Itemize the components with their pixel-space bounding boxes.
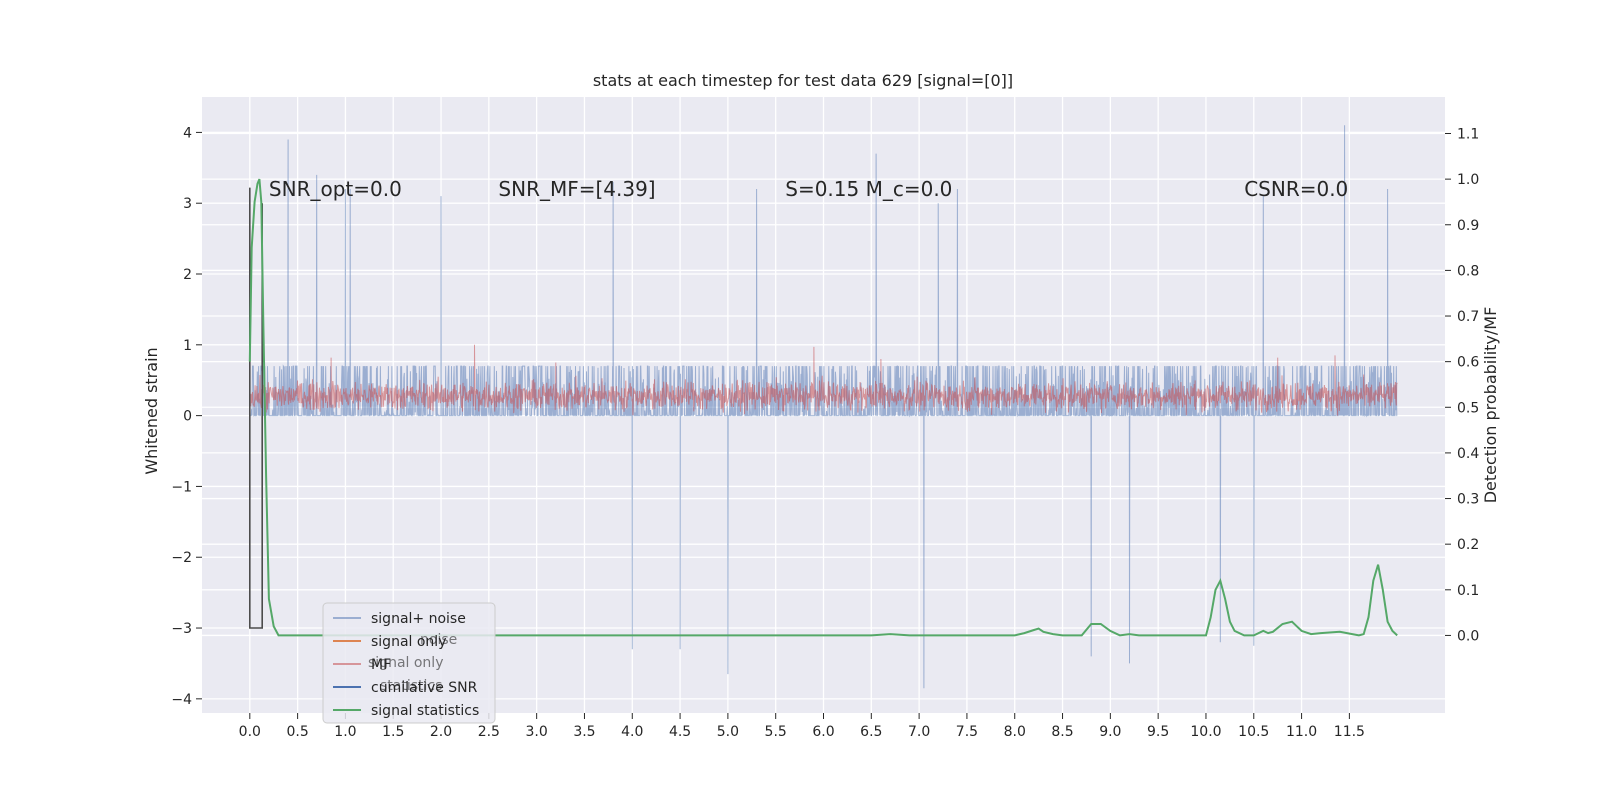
legend-label: cumilative SNR: [371, 680, 478, 696]
x-tick-label: 4.5: [669, 724, 691, 740]
y-tick-label-right: 0.2: [1457, 537, 1479, 553]
x-tick-label: 0.5: [286, 724, 308, 740]
y-tick-label-left: −1: [171, 479, 192, 495]
x-tick-label: 1.0: [334, 724, 356, 740]
x-tick-label: 2.5: [478, 724, 500, 740]
y-axis-label-left: Whitened strain: [142, 347, 161, 474]
annotation-text: CSNR=0.0: [1244, 177, 1348, 201]
annotation-text: SNR_MF=[4.39]: [498, 177, 655, 201]
legend-label: signal statistics: [371, 703, 479, 719]
x-tick-label: 8.5: [1051, 724, 1073, 740]
y-tick-label-left: 2: [183, 267, 192, 283]
x-tick-label: 11.0: [1286, 724, 1317, 740]
x-tick-label: 3.0: [526, 724, 548, 740]
y-tick-label-left: 1: [183, 338, 192, 354]
y-tick-label-left: −4: [171, 692, 192, 708]
y-tick-label-left: 0: [183, 409, 192, 425]
y-tick-label-right: 0.4: [1457, 446, 1479, 462]
series-line: [248, 178, 1398, 637]
y-tick-label-right: 1.1: [1457, 127, 1479, 143]
y-tick-label-right: 0.1: [1457, 583, 1479, 599]
annotations: SNR_opt=0.0 SNR_MF=[4.39] S=0.15 M_c=0.0 CS…: [269, 177, 1348, 201]
x-tick-label: 9.5: [1147, 724, 1169, 740]
y-tick-label-left: 4: [183, 125, 192, 141]
y-tick-label-left: −2: [171, 550, 192, 566]
series-line: [249, 187, 263, 629]
legend-label: signal only: [371, 634, 446, 650]
x-tick-label: 7.0: [908, 724, 930, 740]
legend-ghost-text: noise: [420, 632, 457, 648]
y-axis-label-right: Detection probability/MF: [1481, 307, 1500, 504]
x-tick-label: 7.5: [956, 724, 978, 740]
annotation-text: SNR_opt=0.0: [269, 177, 402, 201]
x-tick-label: 2.0: [430, 724, 452, 740]
x-tick-label: 1.5: [382, 724, 404, 740]
annotation-text: S=0.15 M_c=0.0: [785, 177, 952, 201]
y-tick-label-right: 0.6: [1457, 355, 1479, 371]
x-tick-label: 3.5: [573, 724, 595, 740]
x-tick-label: 8.0: [1004, 724, 1026, 740]
x-tick-label: 11.5: [1334, 724, 1365, 740]
legend-ghost-text: statistics: [380, 678, 442, 694]
x-tick-label: 5.0: [717, 724, 739, 740]
y-tick-label-right: 0.9: [1457, 218, 1479, 234]
series-line: [249, 344, 1398, 416]
x-tick-label: 9.0: [1099, 724, 1121, 740]
legend-box: [322, 602, 496, 724]
x-tick-label: 10.0: [1190, 724, 1221, 740]
y-tick-label-right: 0.0: [1457, 628, 1479, 644]
y-tick-label-right: 0.5: [1457, 400, 1479, 416]
ticks: 0.0 0.5 1.0 1.5 2.0 2.5 3.0 3.5 4.0 4.5 5.0 5.5 6.0 6…: [171, 125, 1479, 740]
x-tick-label: 6.0: [812, 724, 834, 740]
y-tick-label-right: 0.7: [1457, 309, 1479, 325]
chart-title: stats at each timestep for test data 629…: [593, 71, 1013, 90]
legend-ghost-text: signal only: [368, 655, 443, 671]
y-tick-label-right: 0.8: [1457, 263, 1479, 279]
y-tick-label-right: 0.3: [1457, 492, 1479, 508]
y-tick-label-right: 1.0: [1457, 172, 1479, 188]
x-tick-label: 5.5: [765, 724, 787, 740]
x-tick-label: 4.0: [621, 724, 643, 740]
legend-label: signal+ noise: [371, 611, 466, 627]
y-tick-label-left: 3: [183, 196, 192, 212]
legend-label: MF: [371, 657, 391, 673]
y-tick-label-left: −3: [171, 621, 192, 637]
x-tick-label: 10.5: [1238, 724, 1269, 740]
series-layer: [248, 125, 1398, 689]
x-tick-label: 6.5: [860, 724, 882, 740]
x-tick-label: 0.0: [239, 724, 261, 740]
